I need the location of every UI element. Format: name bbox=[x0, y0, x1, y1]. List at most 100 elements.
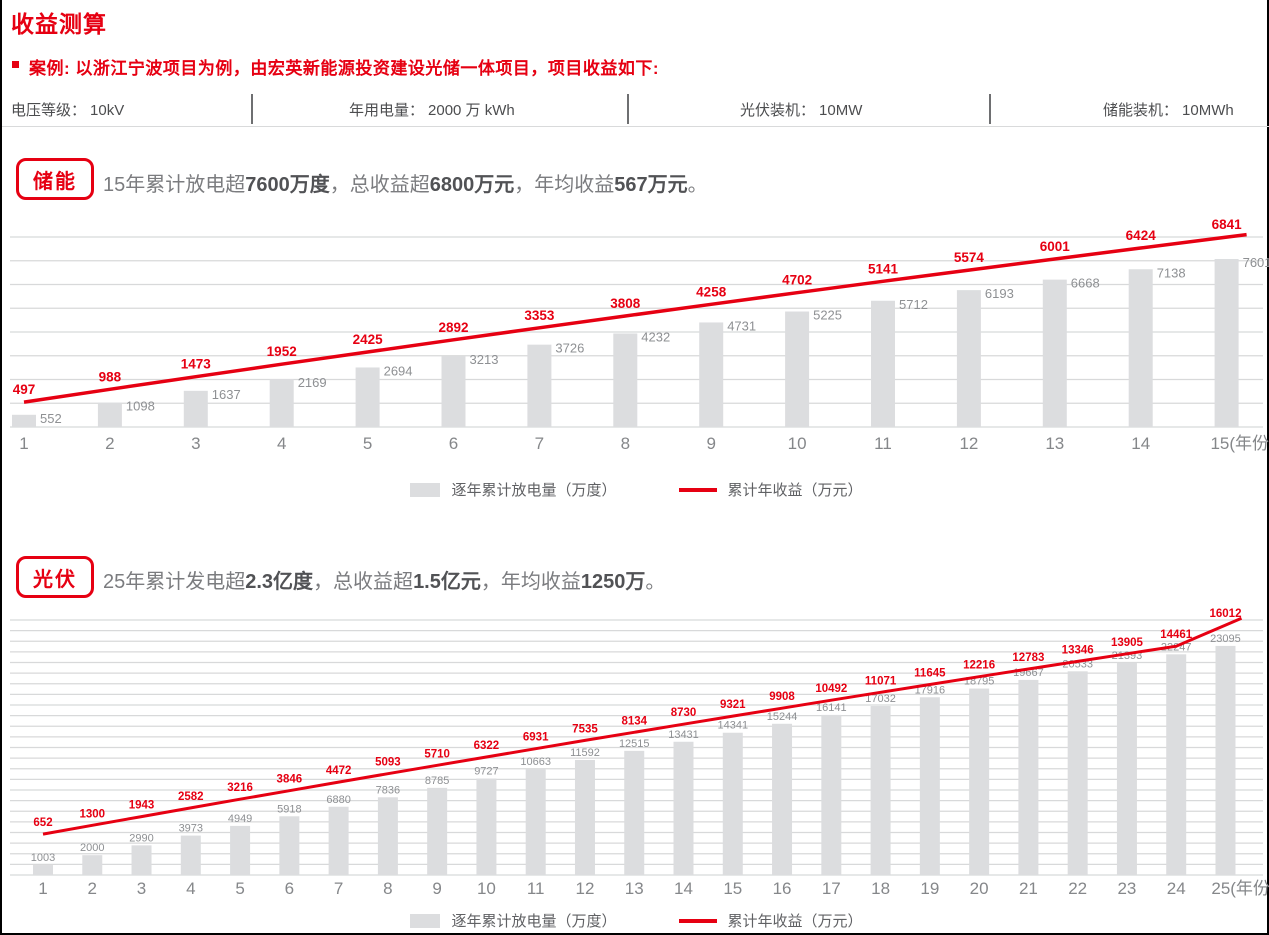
summary-number: 567万元 bbox=[614, 174, 688, 196]
line-value-label: 8134 bbox=[621, 715, 647, 727]
param-divider bbox=[251, 94, 253, 124]
line-value-label: 6322 bbox=[474, 740, 500, 752]
bar-value-label: 5712 bbox=[899, 297, 928, 312]
legend-bar-swatch bbox=[410, 913, 441, 928]
line-value-label: 497 bbox=[13, 382, 36, 397]
line-value-label: 1300 bbox=[79, 808, 105, 820]
line-value-label: 7535 bbox=[572, 723, 598, 735]
bar-value-label: 7138 bbox=[1157, 265, 1186, 280]
line-value-label: 11645 bbox=[914, 668, 946, 680]
line-value-label: 6001 bbox=[1040, 239, 1071, 254]
bar-year-14 bbox=[673, 741, 694, 875]
line-value-label: 11071 bbox=[865, 675, 897, 687]
x-axis-label: 6 bbox=[285, 879, 294, 898]
bar-year-21 bbox=[1018, 679, 1039, 875]
bar-year-7 bbox=[328, 806, 349, 875]
bar-value-label: 2169 bbox=[298, 375, 327, 390]
pv-chart: 1003200029903973494959186880783687859727… bbox=[10, 608, 1269, 898]
summary-text: 25年累计发电超 bbox=[103, 571, 246, 593]
x-axis-label: 18 bbox=[871, 879, 890, 898]
x-axis-label: 12 bbox=[959, 434, 978, 453]
bar-year-19 bbox=[919, 697, 940, 875]
x-axis-label: 2 bbox=[88, 879, 97, 898]
bar-value-label: 6668 bbox=[1071, 276, 1100, 291]
line-value-label: 1952 bbox=[267, 344, 297, 359]
summary-text: ，总收益超 bbox=[313, 571, 414, 593]
storage-chart-legend: 逐年累计放电量（万度） 累计年收益（万元） bbox=[2, 479, 1269, 500]
bar-year-10 bbox=[785, 311, 810, 427]
line-value-label: 5093 bbox=[375, 757, 401, 769]
line-value-label: 6841 bbox=[1212, 217, 1243, 232]
bar-value-label: 6880 bbox=[326, 794, 350, 806]
bar-value-label: 5918 bbox=[277, 803, 301, 815]
bar-value-label: 7601 bbox=[1243, 255, 1269, 270]
bar-value-label: 4731 bbox=[727, 318, 756, 333]
line-value-label: 10492 bbox=[815, 683, 847, 695]
line-value-label: 5710 bbox=[424, 748, 450, 760]
summary-number: 1.5亿元 bbox=[413, 571, 481, 593]
bar-year-25 bbox=[1215, 645, 1236, 875]
bar-value-label: 4949 bbox=[228, 813, 252, 825]
x-axis-label: 15 bbox=[723, 879, 742, 898]
line-value-label: 12216 bbox=[963, 660, 995, 672]
legend-line-label: 累计年收益（万元） bbox=[727, 913, 863, 930]
param-annual-usage: 年用电量： 2000 万 kWh bbox=[349, 99, 515, 120]
revenue-line bbox=[23, 232, 1247, 404]
line-value-label: 5574 bbox=[954, 250, 985, 265]
x-axis-label: 23 bbox=[1117, 879, 1136, 898]
line-value-label: 3216 bbox=[227, 782, 253, 794]
bar-year-5 bbox=[230, 825, 251, 875]
param-storage-capacity-label: 储能装机： bbox=[1103, 102, 1179, 119]
x-axis-label: 9 bbox=[706, 434, 715, 453]
x-axis-label: 10 bbox=[477, 879, 496, 898]
summary-text: 。 bbox=[645, 571, 666, 593]
storage-summary: 15年累计放电超7600万度，总收益超6800万元，年均收益567万元。 bbox=[103, 168, 708, 197]
line-value-label: 9908 bbox=[769, 691, 795, 703]
bar-year-12 bbox=[956, 290, 981, 427]
revenue-line bbox=[42, 616, 1243, 836]
bar-value-label: 23095 bbox=[1210, 633, 1241, 645]
summary-number: 7600万度 bbox=[245, 174, 330, 196]
storage-chart: 5521098163721692694321337264232473152255… bbox=[10, 217, 1269, 453]
bar-value-label: 7836 bbox=[376, 784, 400, 796]
bar-value-label: 1003 bbox=[31, 852, 55, 864]
bar-year-22 bbox=[1067, 671, 1088, 875]
line-value-label: 4258 bbox=[696, 284, 727, 299]
bar-year-15 bbox=[1214, 259, 1239, 427]
bar-value-label: 3973 bbox=[179, 823, 203, 835]
param-annual-usage-label: 年用电量： bbox=[349, 102, 425, 119]
bar-year-9 bbox=[699, 322, 724, 427]
line-value-label: 13905 bbox=[1111, 637, 1144, 649]
bar-value-label: 10663 bbox=[520, 756, 551, 768]
bar-year-1 bbox=[33, 865, 53, 875]
bar-value-label: 15244 bbox=[767, 711, 798, 723]
bar-year-10 bbox=[476, 778, 497, 875]
bar-year-13 bbox=[624, 750, 645, 875]
x-axis-label: 15(年份) bbox=[1210, 434, 1269, 453]
line-value-label: 3808 bbox=[610, 296, 641, 311]
legend-line-label: 累计年收益（万元） bbox=[727, 482, 863, 499]
bar-value-label: 14341 bbox=[717, 720, 748, 732]
legend-bar-label: 逐年累计放电量（万度） bbox=[451, 913, 617, 930]
x-axis-label: 7 bbox=[535, 434, 544, 453]
line-value-label: 652 bbox=[33, 817, 52, 829]
line-value-label: 14461 bbox=[1160, 629, 1193, 641]
x-axis-label: 2 bbox=[105, 434, 114, 453]
x-axis-label: 10 bbox=[788, 434, 807, 453]
x-axis-label: 5 bbox=[235, 879, 244, 898]
x-axis-label: 9 bbox=[432, 879, 441, 898]
x-axis-label: 12 bbox=[576, 879, 595, 898]
bar-year-24 bbox=[1166, 654, 1187, 875]
bar-year-12 bbox=[574, 760, 595, 875]
bar-value-label: 552 bbox=[40, 411, 62, 426]
x-axis-label: 3 bbox=[137, 879, 146, 898]
line-value-label: 5141 bbox=[868, 261, 899, 276]
bar-value-label: 17916 bbox=[915, 684, 946, 696]
param-divider bbox=[989, 94, 991, 124]
storage-badge: 储能 bbox=[16, 158, 94, 200]
legend-bar-swatch bbox=[410, 482, 441, 497]
x-axis-label: 3 bbox=[191, 434, 200, 453]
bar-year-11 bbox=[871, 300, 895, 427]
legend-bar-label: 逐年累计放电量（万度） bbox=[451, 482, 617, 499]
params-divider-line bbox=[2, 126, 1269, 127]
